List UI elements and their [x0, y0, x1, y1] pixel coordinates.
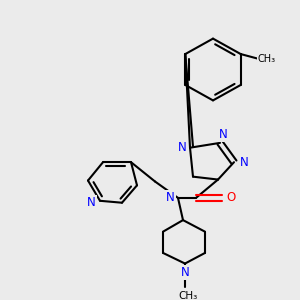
Text: N: N [181, 266, 189, 279]
Text: N: N [219, 128, 227, 141]
Text: O: O [226, 191, 236, 204]
Text: CH₃: CH₃ [178, 291, 198, 300]
Text: CH₃: CH₃ [258, 54, 276, 64]
Text: N: N [178, 141, 186, 154]
Text: N: N [166, 191, 174, 204]
Text: N: N [87, 196, 95, 209]
Text: N: N [240, 156, 248, 169]
